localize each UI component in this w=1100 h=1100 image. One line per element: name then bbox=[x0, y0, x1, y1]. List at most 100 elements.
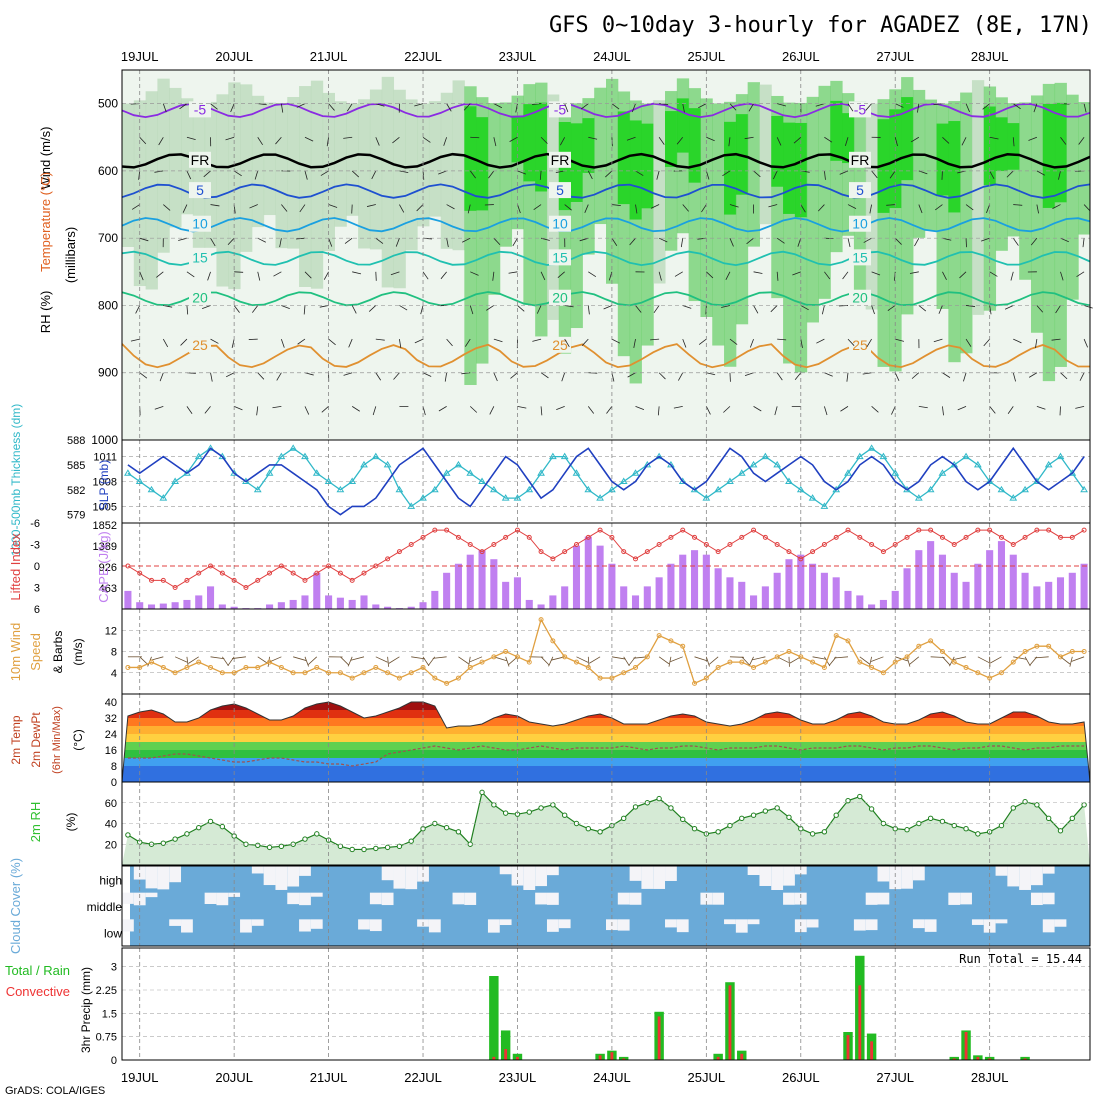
wind-barb bbox=[776, 372, 783, 381]
isotherm-label-bg bbox=[849, 101, 871, 118]
wind-barb bbox=[564, 103, 569, 113]
cloud-cell bbox=[735, 919, 748, 933]
thickness-point bbox=[702, 494, 711, 501]
cloud-cell bbox=[464, 892, 477, 905]
isotherm-label-bg bbox=[549, 215, 571, 232]
wind-barb bbox=[275, 137, 282, 145]
thickness-point bbox=[171, 477, 180, 484]
precip-convective-bar bbox=[504, 1049, 508, 1060]
lifted-index-point bbox=[550, 556, 556, 562]
thickness-point bbox=[572, 469, 581, 476]
wind-barb bbox=[823, 170, 826, 180]
wind-barb bbox=[633, 339, 636, 349]
thickness-point bbox=[879, 452, 888, 460]
isotherm-label: FR bbox=[191, 152, 210, 168]
rh2m-point bbox=[538, 805, 544, 811]
cloud-cell bbox=[299, 919, 311, 932]
wind-barb bbox=[422, 372, 432, 377]
wind-barb bbox=[328, 204, 338, 208]
lifted-index-point bbox=[1034, 527, 1040, 533]
wind-barb bbox=[139, 372, 148, 379]
wind-barb bbox=[1012, 237, 1019, 246]
thickness-point bbox=[596, 494, 604, 501]
lifted-index-point bbox=[1022, 534, 1028, 540]
wind-barb bbox=[276, 372, 282, 381]
wind-speed-point bbox=[373, 664, 379, 670]
wind-barb bbox=[462, 237, 471, 243]
cape-bar bbox=[643, 586, 651, 609]
thickness-point bbox=[525, 485, 534, 493]
wind-barb bbox=[794, 372, 802, 380]
lifted-index-point bbox=[467, 542, 473, 547]
wind-barb bbox=[650, 204, 660, 209]
rh2m-point bbox=[408, 838, 414, 844]
lifted-index-point bbox=[869, 542, 875, 547]
thickness-point bbox=[560, 452, 569, 460]
ylabel-temp-d: (°C) bbox=[71, 729, 85, 750]
wind-speed-point bbox=[538, 617, 544, 623]
wind-barb bbox=[933, 338, 943, 343]
wind-barb bbox=[320, 170, 329, 176]
wind-barb bbox=[844, 137, 849, 146]
precip-convective-bar bbox=[846, 1035, 850, 1060]
rh-shade-high bbox=[582, 118, 595, 173]
cape-bar bbox=[738, 581, 746, 609]
wind-barb bbox=[540, 136, 548, 144]
wind-barb bbox=[469, 406, 478, 413]
wind-barb bbox=[942, 136, 950, 144]
rh2m-point bbox=[384, 844, 391, 851]
isotherm-label: 20 bbox=[192, 290, 208, 306]
wind-barb bbox=[395, 238, 400, 247]
wind-speed-point bbox=[762, 659, 768, 665]
wind-speed-point bbox=[278, 664, 284, 670]
wind-speed-point bbox=[314, 664, 320, 670]
wind-barb bbox=[210, 237, 216, 247]
rh2m-point bbox=[479, 789, 485, 796]
temp-band bbox=[122, 734, 1090, 742]
wind-speed-point bbox=[1057, 654, 1063, 660]
cloud-cell bbox=[676, 919, 689, 933]
wind-barb bbox=[179, 103, 188, 110]
wind-barb bbox=[493, 372, 498, 382]
wind-speed-point bbox=[396, 675, 402, 681]
cloud-cell bbox=[452, 892, 465, 905]
chart-title: GFS 0~10day 3-hourly for AGADEZ (8E, 17N… bbox=[549, 13, 1092, 38]
lifted-index-point bbox=[385, 556, 391, 562]
wind-barb bbox=[272, 405, 282, 409]
thickness-point bbox=[537, 469, 545, 476]
wind-barb bbox=[203, 170, 211, 178]
wind-barb-10m bbox=[469, 656, 483, 663]
thickness-point bbox=[985, 477, 994, 484]
rh-shade-high bbox=[629, 120, 642, 220]
wind-barb bbox=[1083, 305, 1093, 309]
rh2m-point bbox=[526, 809, 532, 815]
wind-speed-point bbox=[326, 670, 332, 676]
date-label-top: 26JUL bbox=[782, 49, 820, 64]
cloud-cell bbox=[724, 919, 736, 925]
thickness-point bbox=[619, 477, 628, 484]
wind-barb bbox=[587, 305, 590, 315]
lifted-index-point bbox=[928, 527, 934, 533]
thickness-point bbox=[973, 460, 982, 468]
wind-barb bbox=[540, 237, 550, 241]
wind-speed-point bbox=[302, 670, 308, 676]
wind-barb bbox=[846, 372, 849, 382]
wind-barb bbox=[839, 170, 849, 175]
lifted-index-point bbox=[290, 570, 296, 576]
rh-shade bbox=[806, 96, 819, 323]
rh2m-point bbox=[455, 829, 462, 835]
isotherm-label: 25 bbox=[852, 337, 868, 353]
wind-barb bbox=[486, 305, 495, 311]
wind-barb bbox=[863, 237, 872, 243]
precip-tick: 3 bbox=[111, 962, 117, 974]
wind-barb-10m bbox=[658, 656, 670, 665]
rh2m-point bbox=[868, 806, 875, 812]
wind-barb bbox=[871, 406, 879, 413]
wind-barb bbox=[797, 238, 802, 247]
isotherm-label-bg bbox=[849, 289, 871, 306]
wind-barb bbox=[847, 103, 854, 112]
cape-bar bbox=[147, 604, 156, 609]
cloud-cell bbox=[665, 866, 677, 881]
rh2m-tick: 60 bbox=[105, 798, 117, 810]
wind-barb-10m bbox=[468, 656, 471, 667]
